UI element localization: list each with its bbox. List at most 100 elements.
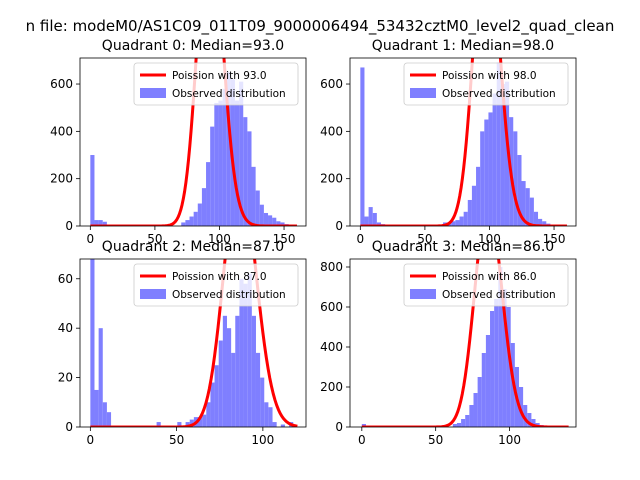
histogram-bar: [494, 299, 499, 427]
subplot-title: Quadrant 0: Median=93.0: [102, 38, 284, 54]
histogram-bar: [485, 335, 491, 427]
x-tick-label: 100: [251, 433, 274, 447]
histogram-bar: [456, 423, 462, 427]
histogram-bar: [473, 393, 478, 427]
histogram-bar: [455, 220, 460, 226]
histogram-bar: [255, 190, 260, 226]
axes-frame: [79, 57, 307, 227]
histogram-bar: [467, 199, 472, 226]
histogram-bar: [243, 117, 248, 226]
histogram-bar: [280, 424, 285, 427]
histogram-bar: [94, 389, 99, 427]
histogram-bar: [202, 414, 207, 427]
histogram-bar: [492, 93, 497, 226]
x-tick-label: 100: [478, 232, 501, 246]
y-tick-label: 400: [50, 124, 73, 138]
histogram-bar: [465, 415, 470, 427]
histogram-bar: [197, 203, 202, 226]
legend-observed-label: Observed distribution: [442, 88, 556, 100]
histogram-bar: [268, 215, 273, 226]
histogram-bar: [525, 188, 530, 226]
histogram-bar: [538, 218, 543, 226]
histogram-bar: [490, 311, 495, 427]
histogram-bar: [500, 84, 505, 226]
histogram-bar: [276, 221, 281, 226]
plot-area: [90, 259, 298, 427]
y-tick-label: 200: [50, 172, 73, 186]
histogram-bar: [255, 352, 261, 427]
subplot-quadrant-0: 0 50 100 150 0 200 400 600 Quadrant 0: Median=93…: [50, 38, 307, 246]
histogram-bar: [272, 422, 277, 427]
axes-frame: [79, 258, 307, 428]
histogram-bar: [226, 328, 232, 427]
subplot-title: Quadrant 1: Median=98.0: [372, 38, 554, 54]
x-tick-label: 0: [87, 433, 95, 447]
legend-observed-swatch: [410, 88, 436, 98]
histogram-bar: [513, 131, 518, 226]
histogram-bar: [542, 221, 547, 226]
histogram-bar: [234, 100, 240, 226]
histogram-bar: [502, 289, 507, 427]
histogram-bar: [496, 62, 501, 226]
legend-box: [403, 263, 569, 307]
histogram-bar: [523, 405, 528, 427]
histogram-bar: [247, 273, 252, 427]
y-tick-label: 400: [320, 124, 343, 138]
histogram-bar: [484, 119, 489, 226]
histogram-bar: [218, 340, 223, 427]
histogram-bar: [218, 100, 223, 226]
legend-observed-swatch: [410, 289, 436, 299]
histogram-bar: [451, 221, 456, 226]
histogram-bar: [477, 377, 482, 427]
histogram-bar: [376, 222, 381, 226]
poisson-curve: [361, 259, 569, 427]
histogram-bar: [94, 220, 99, 226]
histogram-bar: [102, 402, 107, 427]
x-tick-label: 100: [208, 232, 231, 246]
figure-suptitle: n file: modeM0/AS1C09_011T09_9000006494_…: [26, 17, 615, 36]
y-tick-label: 60: [58, 272, 73, 286]
x-tick-label: 100: [498, 433, 521, 447]
histogram-bar: [214, 365, 219, 427]
histogram-bar: [251, 166, 256, 226]
y-tick-label: 200: [320, 380, 343, 394]
y-tick-label: 800: [320, 260, 343, 274]
histogram-bar: [481, 353, 486, 427]
histogram-bar: [471, 185, 477, 226]
histogram-bar: [214, 102, 219, 226]
histogram-bar: [463, 211, 468, 226]
histogram-bar: [533, 211, 539, 226]
histogram-bar: [222, 315, 227, 427]
x-tick-label: 50: [169, 433, 184, 447]
histogram-bar: [226, 72, 231, 226]
y-tick-label: 600: [50, 77, 73, 91]
histogram-bar: [231, 352, 236, 427]
histogram-bar: [181, 222, 186, 226]
plot-area: [360, 58, 568, 226]
histogram-bar: [102, 221, 107, 226]
subplot-quadrant-3: 0 50 100 0 200 400 600 800 Quadrant 3: Median=86…: [320, 239, 577, 447]
histogram-bar: [210, 382, 215, 427]
histogram-bar: [498, 267, 503, 427]
legend-box: [403, 62, 569, 106]
x-tick-label: 50: [428, 433, 443, 447]
histogram-bar: [90, 155, 95, 226]
poisson-curve: [360, 58, 568, 226]
legend-box: [133, 62, 299, 106]
histogram-bar: [222, 88, 227, 226]
histogram-bar: [185, 220, 190, 226]
histogram-bar: [360, 67, 365, 226]
histogram-bar: [461, 419, 466, 427]
histogram-bar: [185, 422, 190, 427]
histogram-bar: [280, 222, 285, 226]
subplot-title: Quadrant 2: Median=87.0: [102, 239, 284, 255]
histogram-bar: [177, 422, 182, 427]
legend: Poission with 86.0 Observed distribution: [403, 263, 569, 307]
legend-observed-swatch: [140, 289, 166, 299]
y-tick-label: 0: [65, 420, 73, 434]
histogram-bar: [243, 283, 248, 427]
histogram-bar: [469, 405, 474, 427]
histogram-bar: [368, 207, 373, 226]
legend: Poission with 93.0 Observed distribution: [133, 62, 299, 106]
subplot-title: Quadrant 3: Median=86.0: [372, 239, 554, 255]
